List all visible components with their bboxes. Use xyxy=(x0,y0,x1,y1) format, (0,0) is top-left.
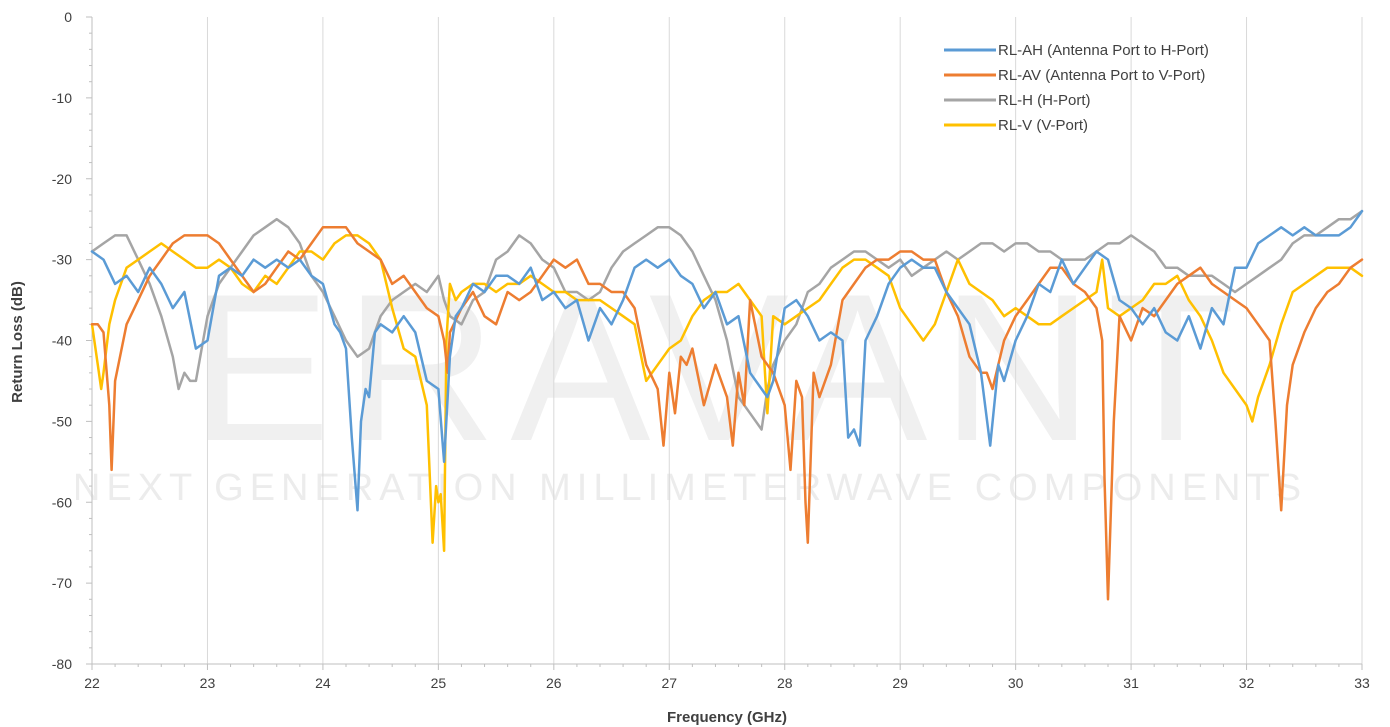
y-axis-title: Return Loss (dB) xyxy=(9,281,26,403)
watermark-tagline: NEXT GENERATION MILLIMETERWAVE COMPONENT… xyxy=(73,467,1307,509)
y-tick-label: -30 xyxy=(52,252,72,268)
x-tick-label: 24 xyxy=(315,675,331,691)
legend: RL-AH (Antenna Port to H-Port) RL-AV (Ant… xyxy=(944,42,1209,134)
y-tick-label: -20 xyxy=(52,171,72,187)
x-tick-label: 23 xyxy=(200,675,216,691)
legend-label: RL-AH (Antenna Port to H-Port) xyxy=(998,42,1209,59)
x-tick-label: 31 xyxy=(1123,675,1139,691)
x-tick-label: 33 xyxy=(1354,675,1370,691)
x-tick-label: 25 xyxy=(431,675,447,691)
x-tick-label: 30 xyxy=(1008,675,1024,691)
series-line-3 xyxy=(90,209,1364,431)
y-tick-label: -40 xyxy=(52,333,72,349)
x-axis-title: Frequency (GHz) xyxy=(667,709,787,726)
x-tick-label: 28 xyxy=(777,675,793,691)
y-tick-label: -50 xyxy=(52,413,72,429)
x-tick-label: 26 xyxy=(546,675,562,691)
x-tick-label: 22 xyxy=(84,675,100,691)
legend-label: RL-V (V-Port) xyxy=(998,117,1088,134)
series-line-1 xyxy=(90,209,1364,512)
x-tick-label: 29 xyxy=(892,675,908,691)
series-line-4 xyxy=(90,234,1364,553)
y-tick-label: 0 xyxy=(64,9,72,25)
x-tick-labels: 22 23 24 25 26 27 28 29 30 31 32 33 xyxy=(84,675,1370,691)
legend-label: RL-H (H-Port) xyxy=(998,92,1091,109)
watermark: ERAVANT NEXT GENERATION MILLIMETERWAVE C… xyxy=(73,250,1307,509)
y-tick-label: -60 xyxy=(52,494,72,510)
y-tick-label: -10 xyxy=(52,90,72,106)
axes xyxy=(86,16,1363,670)
y-tick-labels: 0 -10 -20 -30 -40 -50 -60 -70 -80 xyxy=(52,9,72,672)
x-tick-label: 27 xyxy=(661,675,677,691)
y-tick-label: -70 xyxy=(52,575,72,591)
series-line-2 xyxy=(90,226,1364,601)
y-tick-label: -80 xyxy=(52,656,72,672)
legend-label: RL-AV (Antenna Port to V-Port) xyxy=(998,67,1205,84)
x-tick-label: 32 xyxy=(1239,675,1255,691)
series-lines xyxy=(90,209,1364,601)
watermark-brand: ERAVANT xyxy=(191,250,1250,485)
